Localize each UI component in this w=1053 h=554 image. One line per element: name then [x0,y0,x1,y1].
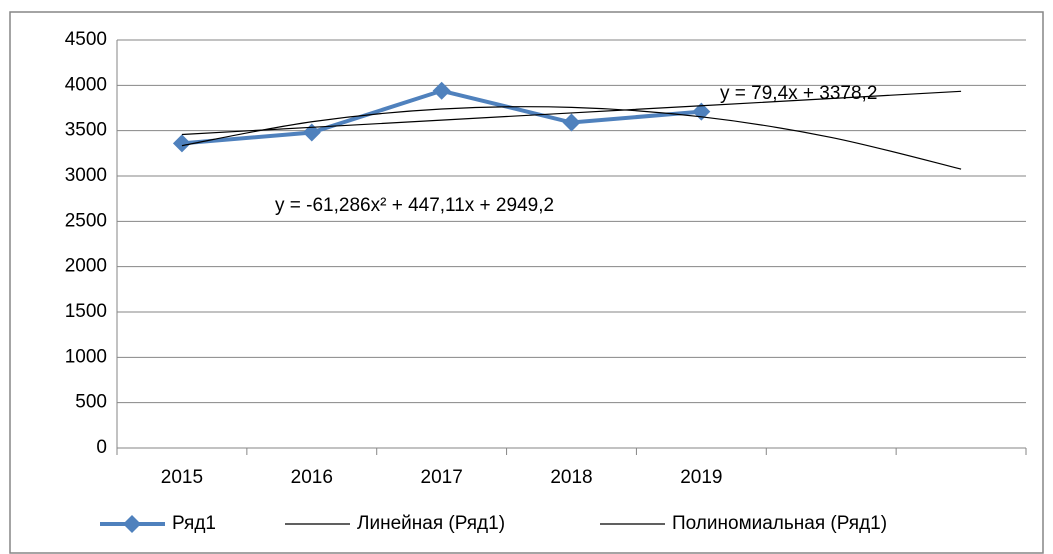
legend-label: Полиномиальная (Ряд1) [672,513,887,534]
y-tick-label: 500 [75,392,107,413]
y-tick-label: 4500 [65,29,107,50]
y-tick-label: 0 [96,437,107,458]
trendline [181,106,962,170]
y-tick-label: 1000 [65,346,107,367]
x-tick-label: 2017 [421,467,463,488]
x-tick-label: 2015 [161,467,203,488]
trendline [181,90,962,136]
y-tick-label: 4000 [65,74,107,95]
marker [432,81,451,100]
linear-equation: y = 79,4x + 3378,2 [720,83,877,104]
y-tick-label: 1500 [65,301,107,322]
poly-equation: y = -61,286x² + 447,11x + 2949,2 [275,195,554,216]
chart-frame [9,11,1044,554]
y-tick-label: 2000 [65,256,107,277]
x-tick-label: 2019 [680,467,722,488]
y-tick-label: 2500 [65,210,107,231]
legend-marker [123,515,141,533]
y-tick-label: 3500 [65,120,107,141]
marker [562,113,581,132]
x-tick-label: 2018 [550,467,592,488]
y-tick-label: 3000 [65,165,107,186]
legend-label: Линейная (Ряд1) [357,513,505,534]
legend-label: Ряд1 [172,513,216,534]
x-tick-label: 2016 [291,467,333,488]
marker [172,134,191,153]
